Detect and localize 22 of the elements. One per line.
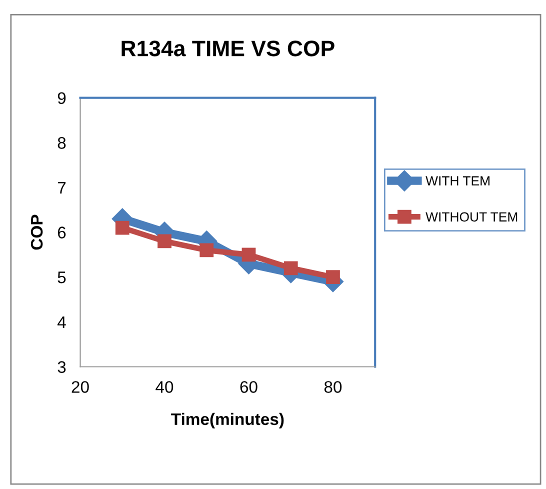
y-tick-label: 6	[58, 226, 66, 238]
x-axis-title: Time(minutes)	[171, 412, 284, 428]
point	[200, 243, 214, 258]
point	[326, 270, 340, 284]
point	[115, 220, 130, 235]
y-axis-title: COP	[30, 214, 43, 250]
y-tick-label: 3	[58, 361, 66, 373]
legend-label: WITH TEM	[426, 176, 490, 186]
y-tick-label: 4	[57, 316, 66, 328]
x-tick-label: 40	[156, 381, 174, 393]
x-tick-label: 20	[72, 381, 89, 393]
legend-label: WITHOUT TEM	[426, 212, 518, 222]
y-tick-label: 7	[58, 182, 66, 194]
y-tick-label: 5	[58, 272, 66, 284]
point	[158, 234, 172, 248]
point	[284, 261, 298, 276]
x-tick-label: 80	[324, 381, 342, 393]
point	[242, 248, 256, 262]
y-tick-label: 8	[58, 137, 66, 149]
x-tick-label: 60	[240, 381, 258, 393]
chart-title: R134a TIME VS COP	[122, 40, 334, 56]
y-tick-label: 9	[58, 92, 66, 104]
